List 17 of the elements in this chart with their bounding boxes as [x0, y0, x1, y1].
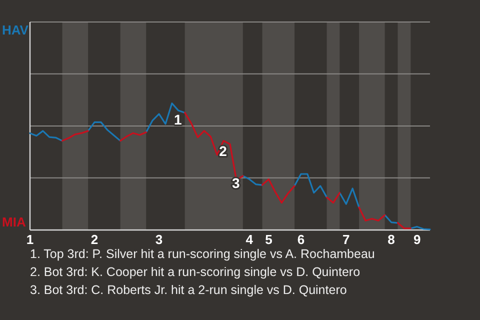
- x-tick-label: 7: [342, 232, 350, 247]
- text: 1. Top 3rd: P. Silver hit a run-scoring single vs A. Rochambeau: [30, 247, 375, 261]
- text: MIA: [2, 214, 26, 230]
- text: HAV: [2, 22, 29, 38]
- x-tick-label: 8: [388, 232, 395, 247]
- annotation: 1: [174, 112, 182, 128]
- x-tick-label: 6: [297, 232, 305, 247]
- x-tick-label: 3: [155, 232, 163, 247]
- x-tick-label: 1: [26, 232, 34, 247]
- x-tick-label: 4: [246, 232, 254, 247]
- annotation: 3: [232, 174, 240, 191]
- x-tick-label: 9: [413, 232, 421, 247]
- x-tick-label: 2: [90, 232, 98, 247]
- x-tick-label: 5: [265, 232, 272, 247]
- text: 2. Bot 3rd: K. Cooper hit a run-scoring single vs D. Quintero: [30, 265, 360, 279]
- text: 3. Bot 3rd: C. Roberts Jr. hit a 2-run single vs D. Quintero: [30, 283, 347, 297]
- annotation: 2: [219, 143, 228, 160]
